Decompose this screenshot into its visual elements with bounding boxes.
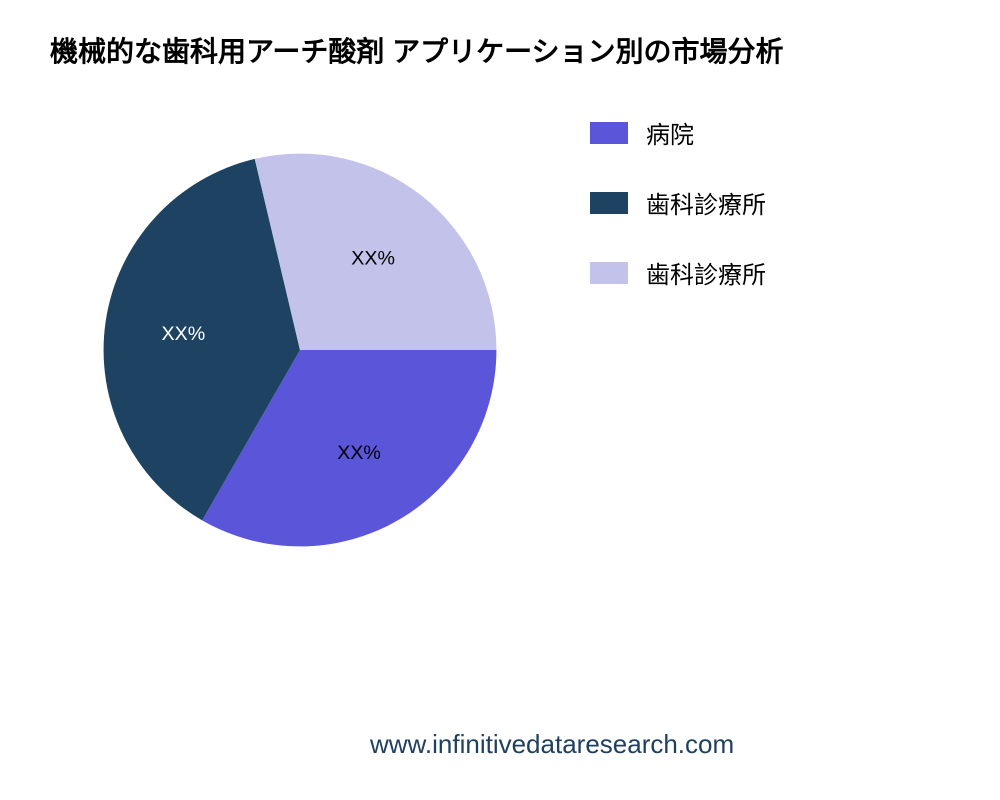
- chart-title: 機械的な歯科用アーチ酸剤 アプリケーション別の市場分析: [50, 30, 784, 70]
- legend: 病院 歯科診療所 歯科診療所: [590, 115, 766, 325]
- pie-chart: XX% XX% XX%: [50, 100, 550, 600]
- legend-item-1: 歯科診療所: [590, 185, 766, 220]
- legend-swatch-0: [590, 122, 628, 144]
- legend-item-0: 病院: [590, 115, 766, 150]
- legend-label-2: 歯科診療所: [646, 255, 766, 290]
- legend-swatch-2: [590, 262, 628, 284]
- pie-slice-label-1: XX%: [162, 323, 206, 345]
- legend-label-1: 歯科診療所: [646, 185, 766, 220]
- legend-label-0: 病院: [646, 115, 694, 150]
- pie-slice-label-2: XX%: [351, 248, 395, 270]
- pie-svg: XX% XX% XX%: [50, 100, 550, 600]
- pie-slice-label-0: XX%: [337, 442, 381, 464]
- legend-swatch-1: [590, 192, 628, 214]
- legend-item-2: 歯科診療所: [590, 255, 766, 290]
- footer-url: www.infinitivedataresearch.com: [370, 729, 734, 760]
